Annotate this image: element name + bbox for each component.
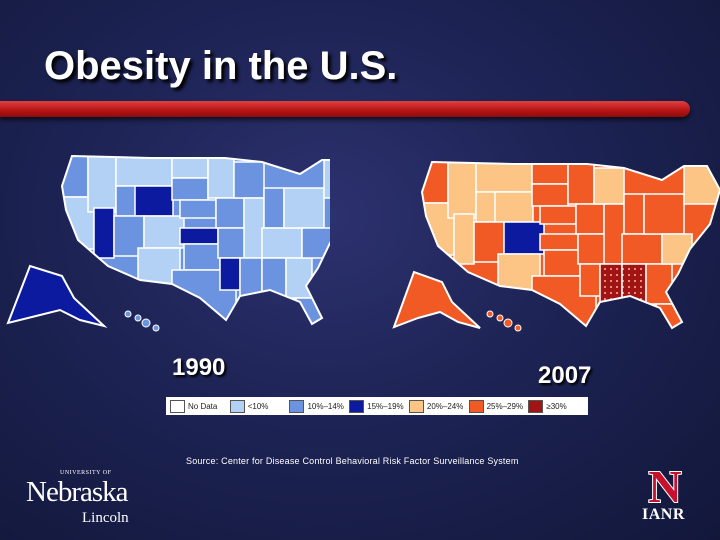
legend-swatch — [349, 399, 365, 413]
legend-item: No Data — [170, 399, 226, 413]
svg-text:N: N — [648, 462, 681, 510]
unl-logo-place: Lincoln — [82, 510, 129, 526]
legend-label: 25%–29% — [486, 401, 524, 411]
legend-swatch — [229, 399, 245, 413]
legend-item: 20%–24% — [408, 399, 465, 413]
year-label-2007: 2007 — [538, 362, 592, 389]
legend-label: ≥30% — [546, 401, 567, 411]
legend-label: 20%–24% — [426, 401, 464, 411]
unl-logo-name: Nebraska — [26, 476, 129, 508]
ianr-logo-text: IANR — [642, 506, 685, 523]
legend-swatch — [408, 399, 424, 413]
legend-swatch — [468, 399, 484, 413]
ianr-logo: N IANR — [632, 460, 698, 528]
legend-swatch — [170, 399, 185, 413]
legend-item: ≥30% — [528, 399, 584, 413]
legend-label: 10%–14% — [307, 401, 344, 411]
legend-item: 10%–14% — [289, 399, 345, 413]
legend-item: <10% — [229, 399, 286, 413]
unl-logo: UNIVERSITY OF Nebraska Lincoln — [26, 470, 136, 530]
legend-label: <10% — [247, 401, 269, 411]
us-map-1990 — [6, 154, 330, 332]
legend-swatch — [289, 399, 305, 413]
us-map-2007 — [392, 160, 720, 332]
legend-item: 15%–19% — [349, 399, 405, 413]
slide-title: Obesity in the U.S. — [44, 44, 398, 88]
map-legend: No Data <10% 10%–14% 15%–19% 20%–24% 25%… — [166, 397, 588, 415]
legend-item: 25%–29% — [468, 399, 525, 413]
unl-logo-small-text: UNIVERSITY OF — [60, 470, 112, 476]
ianr-n-icon: N — [647, 460, 682, 513]
source-citation: Source: Center for Disease Control Behav… — [186, 456, 519, 466]
legend-label: No Data — [188, 401, 218, 411]
legend-label: 15%–19% — [367, 401, 404, 411]
title-underline-bar — [0, 101, 690, 117]
year-label-1990: 1990 — [172, 354, 226, 381]
legend-swatch — [528, 399, 544, 413]
